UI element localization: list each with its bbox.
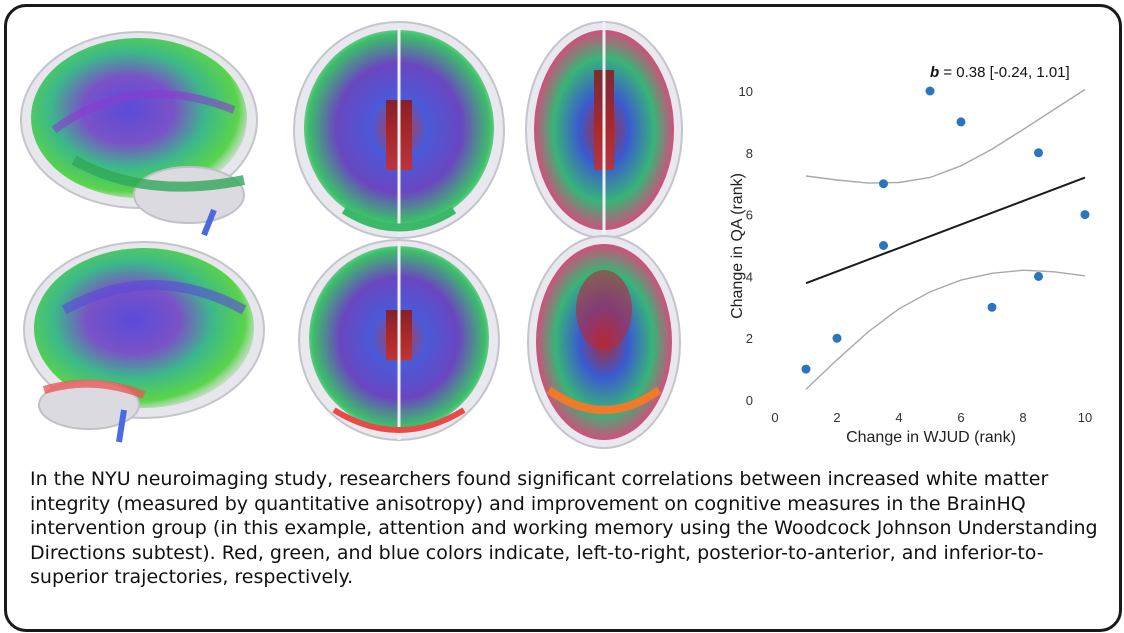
y-tick-label: 4 [746,269,753,284]
x-tick-label: 2 [833,410,840,425]
data-point [832,333,842,343]
y-tick-label: 0 [746,393,753,408]
x-axis-label: Change in WJUD (rank) [846,429,1016,446]
y-tick-label: 2 [746,331,753,346]
y-tick-label: 10 [739,84,753,99]
x-tick-label: 6 [957,410,964,425]
annotation-value: = 0.38 [-0.24, 1.01] [939,64,1070,81]
data-point [1034,271,1043,281]
brain-axial-bottom [527,235,681,449]
data-point [1034,148,1043,158]
x-tick-label: 8 [1019,410,1026,425]
brain-tractography-panel [20,21,683,449]
ci-lower-line [805,269,1086,390]
data-point [879,241,888,250]
brain-sagittal-top [20,31,258,237]
y-tick-label: 8 [746,146,753,161]
y-tick-label: 6 [746,208,753,223]
x-tick-label: 4 [895,410,902,425]
figure-caption: In the NYU neuroimaging study, researche… [30,468,1098,588]
annotation-b: b [930,64,939,81]
data-point [1080,210,1090,220]
data-point [925,86,935,96]
ci-upper-line [805,88,1086,184]
brain-axial-top [525,21,683,239]
data-point [987,302,997,312]
effect-annotation: b = 0.38 [-0.24, 1.01] [930,64,1070,81]
data-point [879,179,888,189]
brain-coronal-bottom [298,239,500,441]
x-tick-label: 0 [771,410,778,425]
regression-line [805,176,1086,285]
scatter-chart: 0 2 4 6 8 10 0 2 4 6 8 10 b = 0.38 [-0.24, 1.01] Ch… [729,64,1092,446]
data-point [801,364,811,374]
x-tick-label: 10 [1078,410,1092,425]
data-point [956,117,966,127]
brain-coronal-top [293,21,505,239]
brain-sagittal-bottom [23,241,265,443]
y-axis-label: Change in QA (rank) [729,173,746,319]
